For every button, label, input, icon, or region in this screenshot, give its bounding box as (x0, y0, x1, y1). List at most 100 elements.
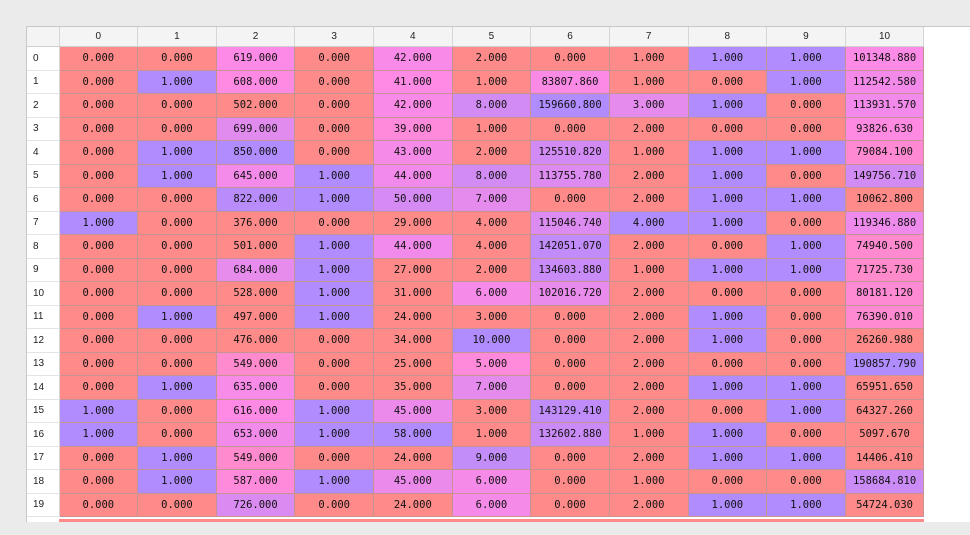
table-row[interactable]: 15 1.000 0.000 616.000 1.000 45.000 3.000 14312… (27, 398, 925, 423)
column-header[interactable]: 3 (294, 27, 374, 47)
table-cell[interactable]: 2.000 (608, 445, 689, 470)
table-cell[interactable]: 0.000 (294, 375, 374, 400)
table-cell[interactable]: 0.000 (137, 210, 217, 235)
table-cell[interactable]: 0.000 (137, 116, 217, 141)
table-cell[interactable]: 10062.800 (844, 187, 925, 212)
table-cell[interactable]: 190857.790 (844, 351, 925, 376)
table-cell[interactable]: 0.000 (766, 351, 846, 376)
table-cell[interactable]: 699.000 (215, 116, 296, 141)
table-row[interactable]: 8 0.000 0.000 501.000 1.000 44.000 4.000 142051… (27, 234, 925, 259)
table-cell[interactable]: 0.000 (530, 492, 610, 517)
column-header[interactable]: 5 (452, 27, 532, 47)
table-cell[interactable]: 497.000 (215, 304, 296, 329)
table-cell[interactable]: 0.000 (58, 163, 139, 188)
table-row[interactable]: 10 0.000 0.000 528.000 1.000 31.000 6.000 10201… (27, 281, 925, 306)
table-cell[interactable]: 1.000 (294, 422, 374, 447)
table-cell[interactable]: 0.000 (58, 257, 139, 282)
table-cell[interactable]: 0.000 (530, 351, 610, 376)
table-cell[interactable]: 2.000 (451, 46, 532, 71)
table-cell[interactable]: 58.000 (373, 422, 453, 447)
table-cell[interactable]: 0.000 (58, 116, 139, 141)
table-cell[interactable]: 0.000 (58, 281, 139, 306)
table-cell[interactable]: 0.000 (687, 469, 768, 494)
table-cell[interactable]: 158684.810 (844, 469, 925, 494)
table-cell[interactable]: 0.000 (294, 351, 374, 376)
table-row[interactable]: 14 0.000 1.000 635.000 0.000 35.000 7.000 0.000… (27, 375, 925, 400)
table-cell[interactable]: 142051.070 (530, 234, 610, 259)
table-row[interactable]: 12 0.000 0.000 476.000 0.000 34.000 10.000 0.00… (27, 328, 925, 353)
table-cell[interactable]: 79084.100 (844, 140, 925, 165)
table-cell[interactable]: 27.000 (373, 257, 453, 282)
table-cell[interactable]: 101348.880 (844, 46, 925, 71)
table-cell[interactable]: 0.000 (766, 422, 846, 447)
table-cell[interactable]: 0.000 (137, 234, 217, 259)
table-cell[interactable]: 0.000 (687, 351, 768, 376)
table-cell[interactable]: 54724.030 (844, 492, 925, 517)
table-cell[interactable]: 2.000 (608, 234, 689, 259)
column-header[interactable]: 10 (845, 27, 925, 47)
table-cell[interactable]: 635.000 (215, 375, 296, 400)
table-cell[interactable]: 24.000 (373, 492, 453, 517)
table-cell[interactable]: 1.000 (687, 187, 768, 212)
table-cell[interactable]: 76390.010 (844, 304, 925, 329)
table-cell[interactable]: 25.000 (373, 351, 453, 376)
table-cell[interactable]: 3.000 (451, 304, 532, 329)
table-cell[interactable]: 1.000 (58, 422, 139, 447)
table-cell[interactable]: 31.000 (373, 281, 453, 306)
table-cell[interactable]: 24.000 (373, 445, 453, 470)
column-header[interactable]: 9 (766, 27, 846, 47)
table-cell[interactable]: 132602.880 (530, 422, 610, 447)
table-cell[interactable]: 0.000 (687, 234, 768, 259)
table-cell[interactable]: 0.000 (58, 469, 139, 494)
table-row[interactable]: 17 0.000 1.000 549.000 0.000 24.000 9.000 0.000… (27, 445, 925, 470)
table-cell[interactable]: 4.000 (451, 234, 532, 259)
table-cell[interactable]: 9.000 (451, 445, 532, 470)
table-cell[interactable]: 39.000 (373, 116, 453, 141)
table-cell[interactable]: 1.000 (766, 69, 846, 94)
table-cell[interactable]: 0.000 (58, 46, 139, 71)
table-cell[interactable]: 6.000 (451, 469, 532, 494)
table-cell[interactable]: 0.000 (530, 187, 610, 212)
table-cell[interactable]: 0.000 (294, 445, 374, 470)
table-cell[interactable]: 1.000 (137, 69, 217, 94)
table-cell[interactable]: 0.000 (687, 116, 768, 141)
table-cell[interactable]: 1.000 (137, 375, 217, 400)
table-cell[interactable]: 0.000 (766, 163, 846, 188)
table-cell[interactable]: 0.000 (58, 234, 139, 259)
table-cell[interactable]: 4.000 (608, 210, 689, 235)
table-cell[interactable]: 0.000 (294, 140, 374, 165)
table-cell[interactable]: 616.000 (215, 398, 296, 423)
table-cell[interactable]: 549.000 (215, 445, 296, 470)
table-cell[interactable]: 1.000 (687, 163, 768, 188)
table-cell[interactable]: 0.000 (530, 116, 610, 141)
table-cell[interactable]: 1.000 (608, 46, 689, 71)
table-cell[interactable]: 0.000 (137, 187, 217, 212)
table-row[interactable]: 0 0.000 0.000 619.000 0.000 42.000 2.000 0.000 1… (27, 46, 925, 71)
table-cell[interactable]: 0.000 (58, 187, 139, 212)
table-cell[interactable]: 1.000 (608, 469, 689, 494)
table-cell[interactable]: 1.000 (766, 398, 846, 423)
table-cell[interactable]: 1.000 (766, 375, 846, 400)
table-cell[interactable]: 1.000 (687, 46, 768, 71)
table-cell[interactable]: 80181.120 (844, 281, 925, 306)
table-cell[interactable]: 1.000 (766, 234, 846, 259)
table-cell[interactable]: 1.000 (687, 304, 768, 329)
table-cell[interactable]: 74940.500 (844, 234, 925, 259)
table-cell[interactable]: 2.000 (608, 187, 689, 212)
table-cell[interactable]: 0.000 (137, 93, 217, 118)
table-cell[interactable]: 528.000 (215, 281, 296, 306)
table-cell[interactable]: 0.000 (687, 69, 768, 94)
table-cell[interactable]: 1.000 (294, 304, 374, 329)
table-cell[interactable]: 549.000 (215, 351, 296, 376)
table-cell[interactable]: 1.000 (766, 46, 846, 71)
table-cell[interactable]: 1.000 (608, 422, 689, 447)
table-cell[interactable]: 0.000 (766, 328, 846, 353)
table-cell[interactable]: 0.000 (58, 93, 139, 118)
table-cell[interactable]: 42.000 (373, 93, 453, 118)
table-row[interactable]: 6 0.000 0.000 822.000 1.000 50.000 7.000 0.000 2… (27, 187, 925, 212)
table-cell[interactable]: 822.000 (215, 187, 296, 212)
table-cell[interactable]: 0.000 (58, 140, 139, 165)
table-cell[interactable]: 42.000 (373, 46, 453, 71)
table-cell[interactable]: 1.000 (294, 234, 374, 259)
table-cell[interactable]: 0.000 (58, 492, 139, 517)
